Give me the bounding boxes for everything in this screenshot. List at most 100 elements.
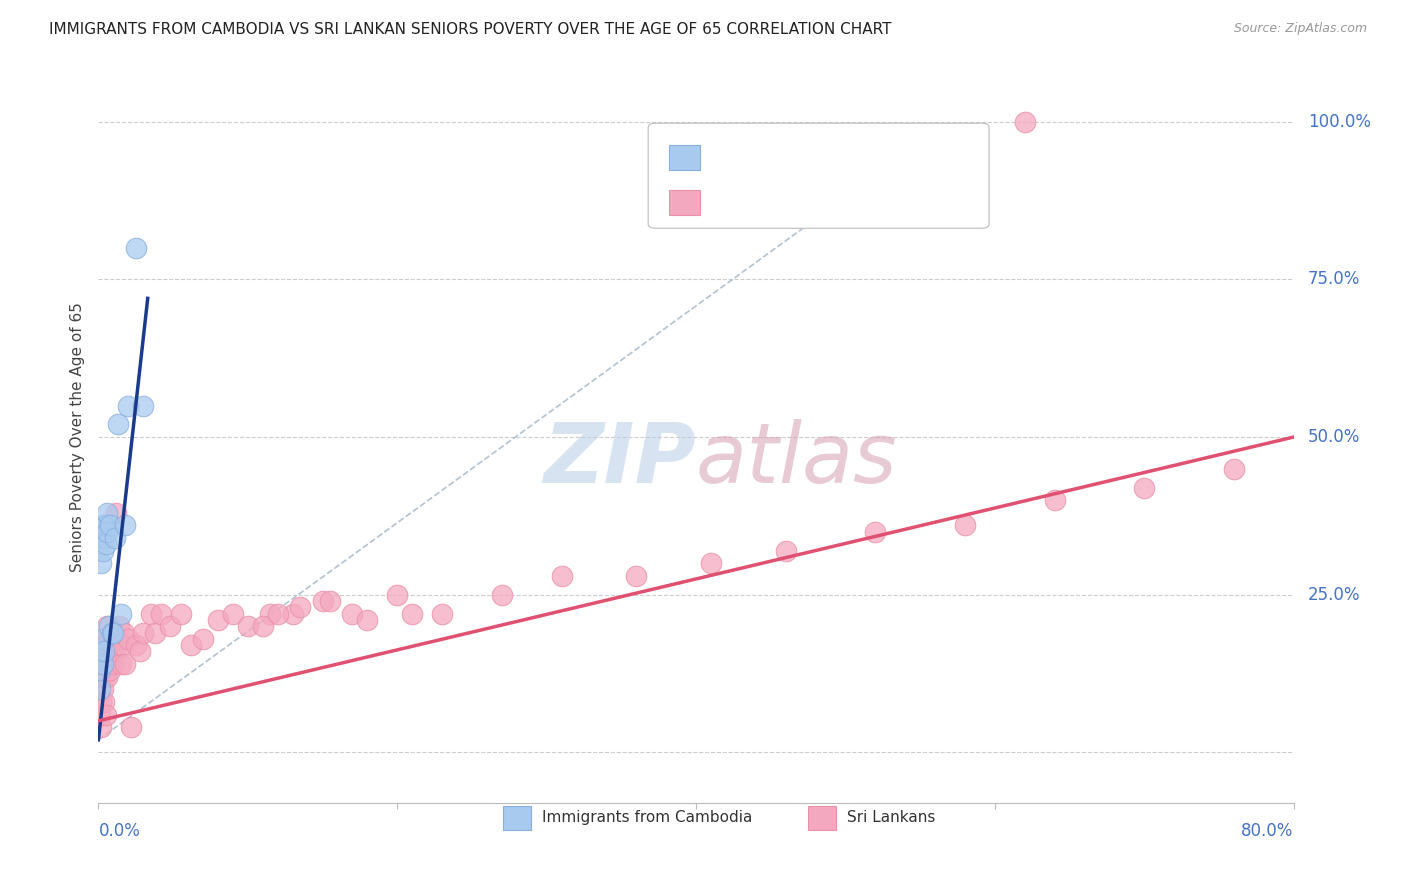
- Point: [89, 664, 111, 678]
- Point: [93, 632, 115, 646]
- Point: [125, 241, 148, 255]
- Point: [89, 707, 111, 722]
- Point: [550, 569, 572, 583]
- Point: [207, 613, 229, 627]
- Text: Source: ZipAtlas.com: Source: ZipAtlas.com: [1233, 22, 1367, 36]
- Point: [96, 524, 118, 539]
- Point: [1133, 481, 1156, 495]
- Point: [91, 543, 114, 558]
- Point: [491, 588, 513, 602]
- Text: 50.0%: 50.0%: [1308, 428, 1360, 446]
- Point: [222, 607, 245, 621]
- Point: [191, 632, 214, 646]
- Point: [91, 657, 114, 671]
- Point: [91, 682, 114, 697]
- Point: [356, 613, 378, 627]
- Point: [385, 588, 409, 602]
- Point: [143, 625, 166, 640]
- Point: [107, 417, 129, 432]
- Point: [159, 619, 181, 633]
- Point: [112, 625, 135, 640]
- Point: [150, 607, 173, 621]
- Point: [114, 518, 136, 533]
- Point: [93, 531, 115, 545]
- Point: [700, 556, 723, 570]
- Point: [117, 399, 139, 413]
- Point: [96, 506, 118, 520]
- Text: 80.0%: 80.0%: [1241, 822, 1294, 839]
- Point: [90, 556, 112, 570]
- Point: [96, 670, 118, 684]
- Point: [311, 594, 333, 608]
- Point: [865, 524, 887, 539]
- Point: [90, 644, 112, 658]
- Text: 100.0%: 100.0%: [1308, 112, 1371, 131]
- Point: [267, 607, 290, 621]
- Point: [775, 543, 797, 558]
- Point: [125, 638, 148, 652]
- Point: [953, 518, 976, 533]
- Point: [1223, 461, 1246, 475]
- Point: [110, 657, 132, 671]
- Point: [169, 607, 191, 621]
- Point: [104, 531, 127, 545]
- Point: [132, 625, 155, 640]
- Point: [89, 682, 111, 697]
- Point: [91, 638, 114, 652]
- Point: [319, 594, 342, 608]
- Point: [117, 632, 139, 646]
- Point: [342, 607, 364, 621]
- Text: Immigrants from Cambodia: Immigrants from Cambodia: [543, 811, 752, 825]
- Text: atlas: atlas: [696, 418, 897, 500]
- Point: [93, 644, 115, 658]
- Point: [132, 399, 155, 413]
- Point: [107, 632, 129, 646]
- Point: [1043, 493, 1066, 508]
- Point: [430, 607, 453, 621]
- Point: [98, 518, 122, 533]
- Point: [91, 632, 114, 646]
- Point: [101, 625, 124, 640]
- Point: [129, 644, 152, 658]
- Point: [259, 607, 281, 621]
- Point: [401, 607, 423, 621]
- Text: 75.0%: 75.0%: [1308, 270, 1360, 288]
- Point: [103, 625, 125, 640]
- Y-axis label: Seniors Poverty Over the Age of 65: Seniors Poverty Over the Age of 65: [69, 302, 84, 572]
- Point: [104, 644, 127, 658]
- Point: [105, 506, 128, 520]
- Text: R = 0.498   N = 66: R = 0.498 N = 66: [711, 193, 911, 212]
- Point: [120, 720, 142, 734]
- Point: [91, 657, 114, 671]
- Point: [252, 619, 274, 633]
- Point: [93, 518, 115, 533]
- Point: [90, 695, 112, 709]
- Point: [110, 607, 132, 621]
- Point: [98, 664, 122, 678]
- Point: [96, 619, 118, 633]
- Point: [114, 657, 136, 671]
- Point: [90, 720, 112, 734]
- Point: [93, 695, 115, 709]
- Point: [103, 657, 125, 671]
- Text: IMMIGRANTS FROM CAMBODIA VS SRI LANKAN SENIORS POVERTY OVER THE AGE OF 65 CORREL: IMMIGRANTS FROM CAMBODIA VS SRI LANKAN S…: [49, 22, 891, 37]
- Text: 25.0%: 25.0%: [1308, 586, 1361, 604]
- Point: [89, 670, 111, 684]
- Point: [281, 607, 304, 621]
- Point: [97, 632, 120, 646]
- Point: [626, 569, 648, 583]
- Point: [108, 619, 131, 633]
- Text: R = 0.629   N = 26: R = 0.629 N = 26: [711, 148, 911, 168]
- Point: [1014, 115, 1036, 129]
- Point: [94, 657, 117, 671]
- Point: [97, 619, 120, 633]
- Point: [288, 600, 311, 615]
- Point: [139, 607, 162, 621]
- Point: [90, 650, 112, 665]
- Text: Sri Lankans: Sri Lankans: [846, 811, 935, 825]
- Point: [94, 707, 117, 722]
- Point: [180, 638, 202, 652]
- Point: [97, 657, 120, 671]
- Text: 0.0%: 0.0%: [98, 822, 141, 839]
- Point: [94, 537, 117, 551]
